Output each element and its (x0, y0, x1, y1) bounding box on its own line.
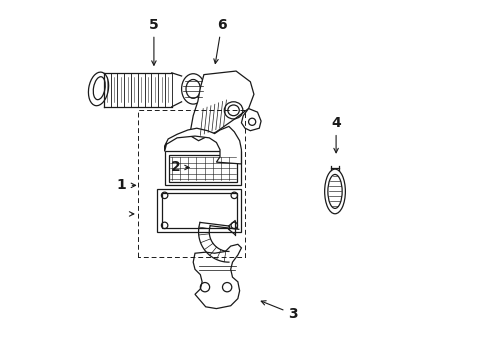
Text: 3: 3 (261, 301, 298, 321)
FancyBboxPatch shape (169, 155, 237, 182)
Polygon shape (242, 109, 261, 131)
FancyBboxPatch shape (165, 152, 242, 185)
Text: 6: 6 (214, 18, 226, 63)
Polygon shape (190, 71, 254, 141)
Text: 4: 4 (331, 116, 341, 153)
Polygon shape (165, 126, 242, 164)
FancyBboxPatch shape (162, 193, 237, 228)
Ellipse shape (182, 74, 205, 104)
Ellipse shape (325, 169, 345, 214)
Text: 5: 5 (149, 18, 159, 65)
Polygon shape (193, 244, 242, 309)
Text: 1: 1 (117, 178, 136, 192)
Text: 2: 2 (171, 161, 189, 175)
Ellipse shape (88, 72, 109, 106)
FancyBboxPatch shape (157, 189, 242, 232)
